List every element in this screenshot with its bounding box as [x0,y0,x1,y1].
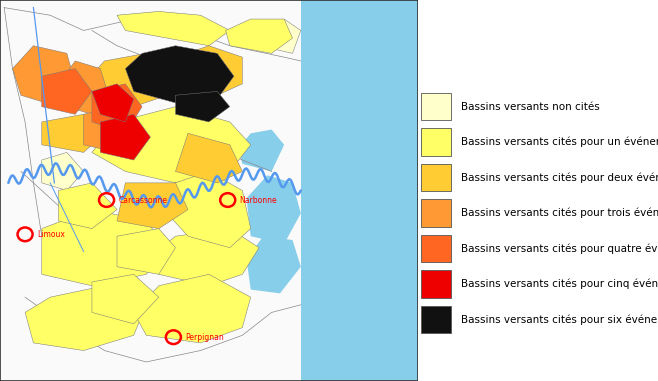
Bar [421,93,451,120]
Polygon shape [0,0,301,381]
Polygon shape [59,61,109,114]
Polygon shape [92,84,134,122]
Polygon shape [84,107,134,152]
Text: Narbonne: Narbonne [240,195,277,205]
Polygon shape [92,107,251,183]
Bar [421,306,451,333]
Polygon shape [117,183,188,229]
Polygon shape [238,130,284,171]
Polygon shape [125,46,234,103]
Polygon shape [247,236,301,293]
Polygon shape [42,114,105,152]
Bar [421,164,451,191]
Polygon shape [176,91,230,122]
Polygon shape [259,19,301,53]
Polygon shape [42,210,167,286]
Text: Bassins versants cités pour quatre événements: Bassins versants cités pour quatre événe… [461,243,658,254]
Bar [421,235,451,262]
Polygon shape [92,84,142,133]
Text: Perpignan: Perpignan [185,333,224,342]
Text: Bassins versants cités pour six événements: Bassins versants cités pour six événemen… [461,314,658,325]
Polygon shape [100,114,151,160]
Polygon shape [201,133,242,171]
Text: Bassins versants cités pour deux événements: Bassins versants cités pour deux événeme… [461,172,658,183]
Polygon shape [117,229,176,274]
Text: Carcassonne: Carcassonne [118,195,167,205]
Polygon shape [59,183,117,229]
Polygon shape [226,19,292,53]
Polygon shape [42,152,84,190]
Text: Bassins versants cités pour cinq événements: Bassins versants cités pour cinq événeme… [461,279,658,289]
Polygon shape [84,53,176,107]
Polygon shape [13,46,75,107]
Bar [421,199,451,227]
Polygon shape [92,274,159,324]
Polygon shape [247,175,301,244]
Text: Limoux: Limoux [37,230,64,239]
Text: Bassins versants cités pour trois événements: Bassins versants cités pour trois événem… [461,208,658,218]
Polygon shape [25,286,146,351]
Bar [421,270,451,298]
Text: Bassins versants non cités: Bassins versants non cités [461,102,599,112]
Polygon shape [176,133,242,183]
Polygon shape [167,171,251,248]
Text: Bassins versants cités pour un événement: Bassins versants cités pour un événement [461,137,658,147]
Bar [421,128,451,156]
Polygon shape [176,46,242,95]
Polygon shape [134,274,251,343]
Polygon shape [117,11,230,46]
Polygon shape [42,69,92,114]
Polygon shape [146,229,259,286]
Polygon shape [301,0,418,381]
